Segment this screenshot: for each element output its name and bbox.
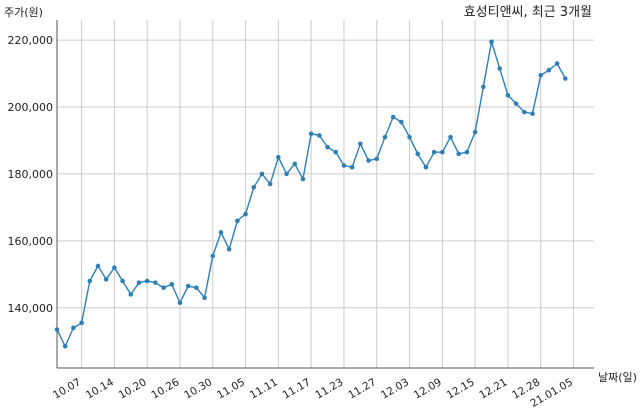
data-point: [440, 149, 445, 155]
data-point: [341, 163, 347, 168]
data-point: [128, 292, 134, 297]
y-tick-label: 140,000: [8, 302, 54, 315]
y-tick-label: 200,000: [8, 101, 54, 114]
data-point: [54, 327, 60, 332]
data-point: [169, 282, 175, 287]
x-axis-label: 날짜(일): [598, 370, 637, 384]
y-tick-label: 180,000: [8, 168, 54, 181]
data-point: [235, 218, 240, 224]
data-point: [317, 133, 322, 138]
data-point: [153, 280, 158, 285]
data-point: [399, 119, 404, 125]
x-tick-label: 10.20: [117, 376, 149, 401]
x-tick-label: 12.03: [379, 376, 411, 401]
data-point: [456, 151, 462, 157]
data-point: [79, 320, 84, 326]
x-tick-label: 12.21: [477, 376, 509, 401]
x-tick-label: 11.23: [313, 376, 345, 401]
data-point: [513, 101, 519, 106]
data-point: [243, 211, 248, 217]
data-point: [161, 285, 166, 290]
data-point: [103, 277, 109, 282]
x-tick-label: 10.26: [149, 376, 181, 402]
data-point: [497, 66, 503, 71]
x-tick-label: 12.15: [445, 376, 477, 401]
data-point: [472, 129, 478, 135]
x-tick-label: 11.27: [346, 376, 378, 401]
data-point: [366, 158, 371, 163]
data-point: [415, 151, 421, 157]
data-point: [563, 76, 568, 81]
data-point: [95, 263, 101, 269]
data-point: [431, 149, 437, 155]
data-point: [259, 171, 265, 177]
data-point: [144, 278, 150, 284]
data-point: [120, 278, 125, 284]
data-point: [251, 185, 257, 190]
data-point: [325, 144, 330, 150]
data-point: [382, 134, 388, 140]
data-point: [522, 109, 527, 115]
series: [54, 39, 568, 349]
data-point: [226, 246, 232, 252]
data-point: [267, 181, 273, 187]
data-point: [112, 265, 117, 270]
data-point: [333, 149, 339, 155]
x-tick-label: 11.05: [215, 376, 247, 401]
data-point: [448, 134, 453, 140]
data-point: [546, 67, 552, 73]
data-point: [349, 164, 355, 170]
data-point: [284, 171, 289, 177]
data-point: [136, 280, 142, 285]
data-point: [538, 72, 544, 78]
grid: [57, 20, 594, 368]
x-tick-label: 10.14: [84, 376, 116, 402]
y-axis-label: 주가(원): [4, 6, 43, 19]
data-point: [358, 141, 363, 147]
y-tick-labels: 140,000 160,000 180,000 200,000 220,000: [8, 34, 54, 315]
data-point: [194, 285, 199, 290]
x-tick-label: 11.17: [281, 376, 313, 401]
data-point: [481, 84, 486, 90]
data-point: [407, 134, 412, 140]
x-tick-label: 10.07: [51, 376, 83, 401]
data-point: [308, 131, 314, 137]
axes: [56, 20, 594, 369]
data-point: [530, 111, 535, 116]
data-point: [62, 343, 68, 349]
data-point: [71, 325, 76, 331]
y-tick-label: 160,000: [8, 235, 54, 248]
data-point: [218, 230, 224, 235]
data-point: [87, 278, 93, 284]
x-tick-label: 10.30: [182, 376, 214, 401]
data-point: [554, 61, 560, 66]
data-point: [185, 283, 191, 289]
data-point: [210, 253, 216, 259]
x-tick-label: 12.09: [412, 376, 444, 401]
data-point: [177, 300, 183, 306]
data-point: [390, 114, 396, 120]
data-point: [505, 92, 511, 98]
data-point: [202, 295, 207, 301]
data-point: [489, 39, 494, 45]
data-point: [464, 149, 470, 155]
x-tick-label: 11.11: [248, 376, 280, 401]
y-tick-label: 220,000: [8, 34, 54, 47]
chart-title: 효성티앤씨, 최근 3개월: [464, 5, 592, 20]
data-point: [300, 176, 306, 182]
data-point: [423, 164, 429, 170]
data-point: [374, 156, 380, 162]
x-tick-labels: 10.07 10.14 10.20 10.26 10.30 11.05 11.11 11.17…: [51, 376, 575, 410]
data-point: [292, 161, 298, 167]
data-point: [276, 154, 281, 160]
